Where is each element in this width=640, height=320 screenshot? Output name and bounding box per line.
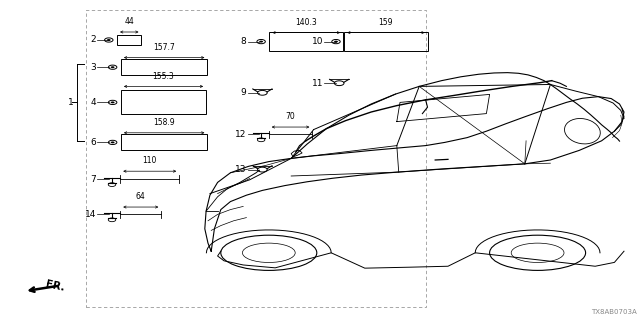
Text: 64: 64 bbox=[136, 192, 146, 201]
Text: 7: 7 bbox=[90, 175, 96, 184]
Bar bbox=[121, 90, 206, 114]
Circle shape bbox=[107, 39, 111, 41]
Text: 11: 11 bbox=[312, 79, 323, 88]
Bar bbox=[86, 10, 426, 307]
Circle shape bbox=[111, 101, 115, 103]
Text: FR.: FR. bbox=[45, 279, 66, 293]
Text: 2: 2 bbox=[90, 36, 96, 44]
Text: 12: 12 bbox=[235, 130, 246, 139]
Text: 157.7: 157.7 bbox=[154, 43, 175, 52]
Bar bbox=[121, 59, 207, 75]
Text: 10: 10 bbox=[312, 37, 323, 46]
Circle shape bbox=[259, 41, 263, 43]
Text: 3: 3 bbox=[90, 63, 96, 72]
Text: 44: 44 bbox=[124, 17, 134, 26]
Text: 110: 110 bbox=[143, 156, 157, 165]
Text: 9: 9 bbox=[241, 88, 246, 97]
Bar bbox=[117, 35, 141, 45]
Text: 158.9: 158.9 bbox=[154, 118, 175, 127]
Text: 159: 159 bbox=[379, 18, 393, 27]
Text: 14: 14 bbox=[84, 210, 96, 219]
Circle shape bbox=[111, 141, 115, 143]
Text: 1: 1 bbox=[68, 98, 74, 107]
Bar bbox=[269, 32, 343, 51]
Text: 6: 6 bbox=[90, 138, 96, 147]
Text: 4: 4 bbox=[90, 98, 96, 107]
Text: 70: 70 bbox=[285, 112, 296, 121]
Bar bbox=[344, 32, 428, 51]
Circle shape bbox=[111, 66, 115, 68]
Text: 155.3: 155.3 bbox=[153, 72, 174, 81]
Circle shape bbox=[334, 41, 338, 43]
Bar bbox=[121, 134, 207, 150]
Text: TX8AB0703A: TX8AB0703A bbox=[591, 309, 637, 315]
Text: 13: 13 bbox=[235, 165, 246, 174]
Text: 8: 8 bbox=[241, 37, 246, 46]
Text: 140.3: 140.3 bbox=[296, 18, 317, 27]
